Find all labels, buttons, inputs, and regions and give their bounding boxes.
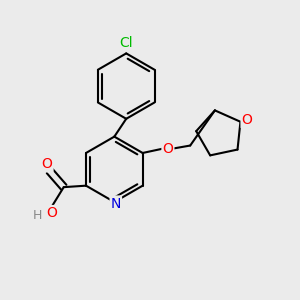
- Text: H: H: [33, 209, 42, 222]
- Text: O: O: [46, 206, 57, 220]
- Text: O: O: [42, 157, 52, 171]
- Text: N: N: [111, 196, 121, 211]
- Text: O: O: [242, 113, 252, 127]
- Text: Cl: Cl: [119, 36, 133, 50]
- Text: O: O: [163, 142, 173, 155]
